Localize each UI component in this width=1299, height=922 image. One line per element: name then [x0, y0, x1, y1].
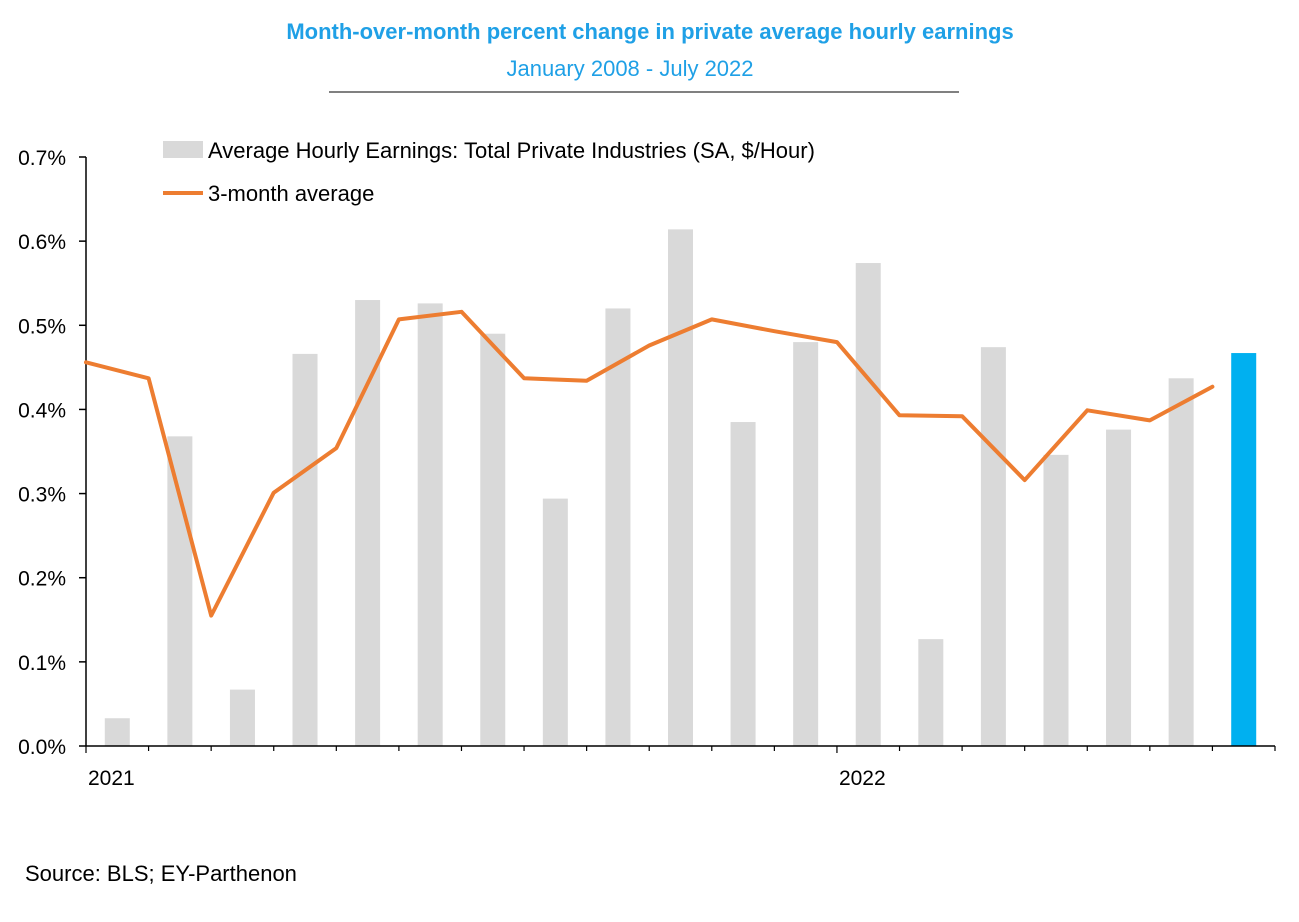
x-axis: 2021 2022: [85, 745, 1276, 790]
y-tick-label: 0.1%: [18, 652, 66, 675]
y-tick-label: 0.3%: [18, 484, 66, 507]
bar: [918, 639, 944, 746]
bar: [229, 689, 255, 746]
y-tick-label: 0.7%: [18, 147, 66, 170]
legend-swatch-bar: [163, 141, 203, 158]
bar: [480, 333, 506, 746]
y-tick-label: 0.2%: [18, 568, 66, 591]
y-tick-label: 0.5%: [18, 315, 66, 338]
bar: [980, 347, 1006, 746]
legend-label-bar: Average Hourly Earnings: Total Private I…: [208, 138, 815, 163]
bar: [1106, 429, 1132, 746]
bar: [104, 718, 130, 746]
legend: Average Hourly Earnings: Total Private I…: [163, 138, 815, 206]
bar: [292, 353, 318, 746]
y-axis: 0.0% 0.1% 0.2% 0.3% 0.4% 0.5% 0.6% 0.7%: [18, 147, 87, 759]
chart-title: Month-over-month percent change in priva…: [286, 19, 1013, 44]
source-note: Source: BLS; EY-Parthenon: [25, 861, 297, 886]
bar: [1168, 378, 1194, 746]
line-3-month-average: [84, 309, 1215, 618]
bar-series: [104, 229, 1257, 746]
y-tick-label: 0.0%: [18, 736, 66, 759]
bar: [730, 422, 756, 746]
bar: [417, 303, 443, 746]
x-tick-label: 2021: [88, 767, 135, 790]
chart-subtitle: January 2008 - July 2022: [506, 56, 753, 81]
bar: [167, 436, 193, 746]
line-series: [84, 309, 1215, 618]
bar: [542, 498, 568, 746]
bar: [855, 263, 881, 746]
y-tick-label: 0.4%: [18, 399, 66, 422]
bar: [668, 229, 693, 746]
legend-label-line: 3-month average: [208, 181, 374, 206]
y-tick-label: 0.6%: [18, 231, 66, 254]
bar: [793, 342, 819, 746]
bar: [355, 300, 381, 746]
x-tick-label: 2022: [839, 767, 886, 790]
bar: [1043, 454, 1069, 746]
bar: [605, 308, 631, 746]
bar: [1231, 353, 1257, 746]
